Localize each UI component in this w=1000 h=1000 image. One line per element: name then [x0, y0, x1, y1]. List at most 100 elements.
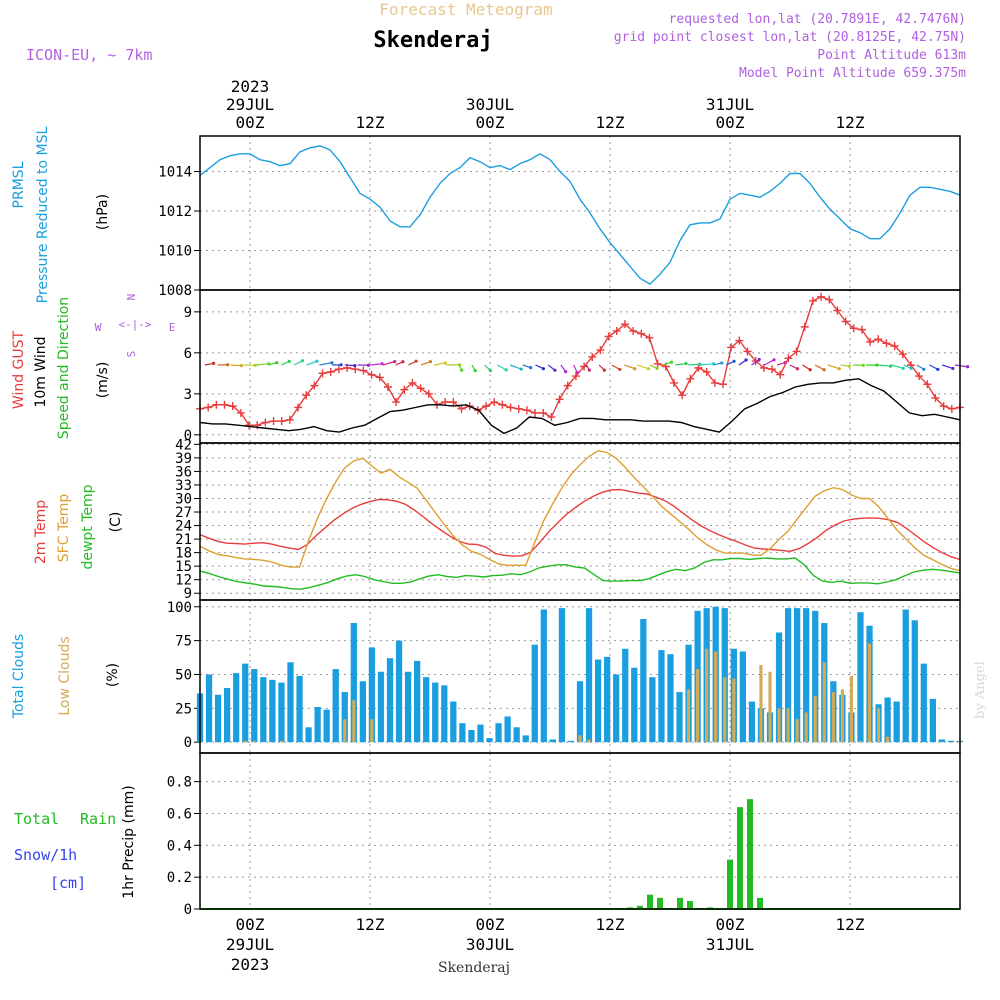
wind-arrow-head: [239, 364, 243, 368]
time-label-bottom: 31JUL: [706, 935, 754, 954]
wind-arrow-head: [575, 370, 579, 375]
wind-arrow-head: [529, 366, 533, 370]
low-cloud-bar: [732, 678, 736, 743]
total-cloud-bar: [214, 694, 222, 743]
gust-line-point: [637, 329, 646, 338]
gust-line-point: [768, 365, 777, 374]
gust-line-point: [817, 292, 826, 301]
wind-arrow: [306, 360, 318, 366]
total-cloud-bar: [594, 659, 602, 743]
gust-line-point: [588, 352, 597, 361]
total-cloud-bar: [224, 688, 231, 743]
y-tick-label: 27: [175, 505, 192, 521]
wind-arrow-head: [808, 368, 812, 372]
wind-arrow-head: [211, 361, 216, 366]
low-cloud-bar: [877, 708, 881, 743]
total-cloud-bar: [269, 679, 276, 743]
compass-icon: W E <-|-> N S: [95, 294, 176, 358]
gust-line-point: [326, 367, 335, 376]
total-cloud-bar: [359, 681, 366, 743]
rain-bar: [737, 807, 743, 909]
gust-line-point: [694, 363, 703, 372]
snow-unit: [cm]: [50, 874, 86, 892]
total-cloud-bar: [649, 677, 656, 743]
y-tick-label: 100: [167, 600, 192, 616]
low-cloud-bar: [831, 692, 835, 743]
low-cloud-bar: [279, 740, 283, 743]
wind-arrow-head: [541, 367, 546, 371]
gust-line-point: [678, 391, 687, 400]
wind-arrow-head: [519, 367, 523, 371]
total-cloud-bar: [558, 608, 566, 743]
total-cloud-bar: [622, 648, 629, 743]
wind-arrow: [675, 362, 687, 366]
temp2m-line: [199, 488, 961, 561]
wind-arrow-head: [602, 368, 606, 372]
model-altitude: Model Point Altitude 659.375m: [739, 66, 966, 81]
wind-arrow-head: [684, 361, 688, 366]
temp-unit: (C): [108, 512, 124, 533]
gust-line-point: [702, 367, 711, 376]
sfc-line: [199, 449, 961, 572]
wind-arrow-head: [861, 363, 865, 367]
total-cloud-bar: [504, 716, 511, 743]
y-tick-label: 0.4: [167, 838, 192, 854]
y-tick-label: 0: [184, 428, 192, 444]
wind-arrow-head: [401, 360, 405, 364]
location-title: Skenderaj: [373, 28, 492, 53]
wind-arrow-head: [315, 359, 319, 363]
wind-arrow-head: [330, 361, 334, 365]
wind-arrow-head: [393, 360, 397, 364]
wind-arrow-head: [553, 368, 557, 372]
gust-line-point: [514, 404, 523, 413]
y-tick-label: 1010: [158, 244, 192, 260]
wind-arrow: [382, 361, 395, 366]
gust-line-point: [776, 370, 785, 379]
gust-line-point: [277, 417, 286, 426]
gust-line-point: [318, 369, 327, 378]
pressure-label-1: PRMSL: [11, 161, 27, 208]
total-cloud-bar: [386, 658, 394, 743]
gust-line-point: [931, 393, 940, 402]
gust-line-point: [383, 382, 392, 391]
gust-line-point: [882, 339, 891, 348]
y-tick-label: 0.6: [167, 806, 192, 822]
pressure-line: [199, 145, 961, 285]
wind-arrow-head: [226, 363, 230, 367]
y-tick-label: 30: [175, 491, 192, 507]
total-cloud-bar: [350, 623, 357, 743]
total-cloud-bar: [278, 682, 285, 743]
time-label-bottom: 12Z: [356, 915, 385, 934]
product-title: Forecast Meteogram: [379, 0, 552, 19]
gust-line-point: [457, 404, 466, 413]
total-cloud-bar: [947, 740, 955, 743]
model-label: ICON-EU, ~ 7km: [26, 46, 152, 64]
total-cloud-bar: [296, 675, 303, 743]
total-cloud-bar: [495, 723, 502, 743]
wind-arrow-head: [587, 368, 591, 372]
y-tick-label: 33: [175, 478, 192, 494]
gust-line-point: [302, 391, 311, 400]
closest-coords: grid point closest lon,lat (20.8125E, 42…: [614, 30, 966, 45]
low-cloud-bar: [777, 708, 781, 743]
wind-arrow-head: [633, 367, 637, 371]
total-cloud-bar: [531, 644, 538, 743]
gust-line-point: [531, 408, 540, 417]
total-cloud-bar: [604, 656, 611, 743]
panel-clouds: 0 25 50 75 100: [167, 600, 964, 753]
total-cloud-bar: [640, 618, 647, 743]
gust-line-point: [204, 403, 213, 412]
low-cloud-bar: [849, 675, 853, 743]
time-label-top: 30JUL: [466, 95, 514, 114]
wind-arrow-head: [457, 363, 462, 367]
precip-unit: 1hr Precip (mm): [121, 785, 137, 898]
total-cloud-bar: [414, 660, 421, 743]
gust-line-point: [310, 381, 319, 390]
wind-arrow-head: [822, 368, 826, 372]
gust-line-point: [620, 320, 629, 329]
rain-bar: [747, 799, 753, 909]
time-label-top: 12Z: [356, 113, 385, 132]
gust-line-point: [898, 350, 907, 359]
gust-line-point: [710, 378, 719, 387]
